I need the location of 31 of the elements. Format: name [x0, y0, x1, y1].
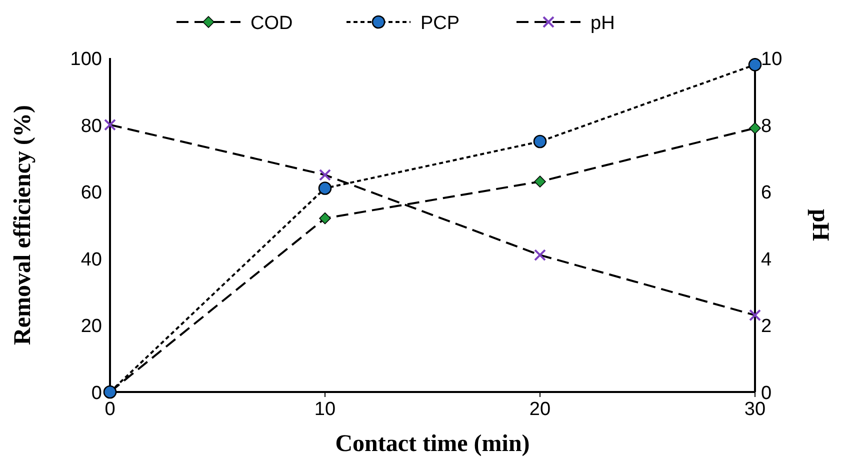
y-tick-label: 80 [80, 116, 102, 137]
point [533, 134, 547, 148]
legend-label: COD [250, 13, 293, 34]
y-tick-label: 0 [91, 383, 102, 404]
y2-tick-label: 6 [761, 182, 772, 204]
y2-tick-label: 8 [761, 116, 772, 137]
point [749, 309, 761, 322]
y-tick-label: 60 [80, 182, 102, 204]
y2-tick-label: 10 [761, 49, 782, 70]
y2-axis-title: pH [807, 208, 833, 242]
y-tick-label: 20 [80, 316, 102, 338]
x-tick-label: 0 [104, 399, 116, 420]
y-tick-label: 100 [70, 49, 102, 70]
x-tick-label: 20 [529, 399, 551, 420]
y-axis-title: Removal efficiency (%) [10, 105, 36, 345]
point [319, 212, 331, 224]
point [749, 122, 761, 134]
point [319, 168, 331, 181]
x-tick-label: 10 [314, 399, 336, 420]
point [534, 249, 546, 262]
y2-tick-label: 2 [761, 316, 772, 338]
y2-tick-label: 4 [761, 249, 772, 270]
x-tick-label: 30 [744, 399, 766, 420]
y-tick-label: 40 [80, 249, 102, 270]
x-axis-title: Contact time (min) [335, 431, 530, 457]
point [104, 118, 116, 131]
point [318, 182, 332, 195]
point [534, 176, 546, 188]
legend-label: PCP [420, 13, 460, 34]
point [748, 58, 762, 72]
legend-label: pH [590, 13, 615, 34]
